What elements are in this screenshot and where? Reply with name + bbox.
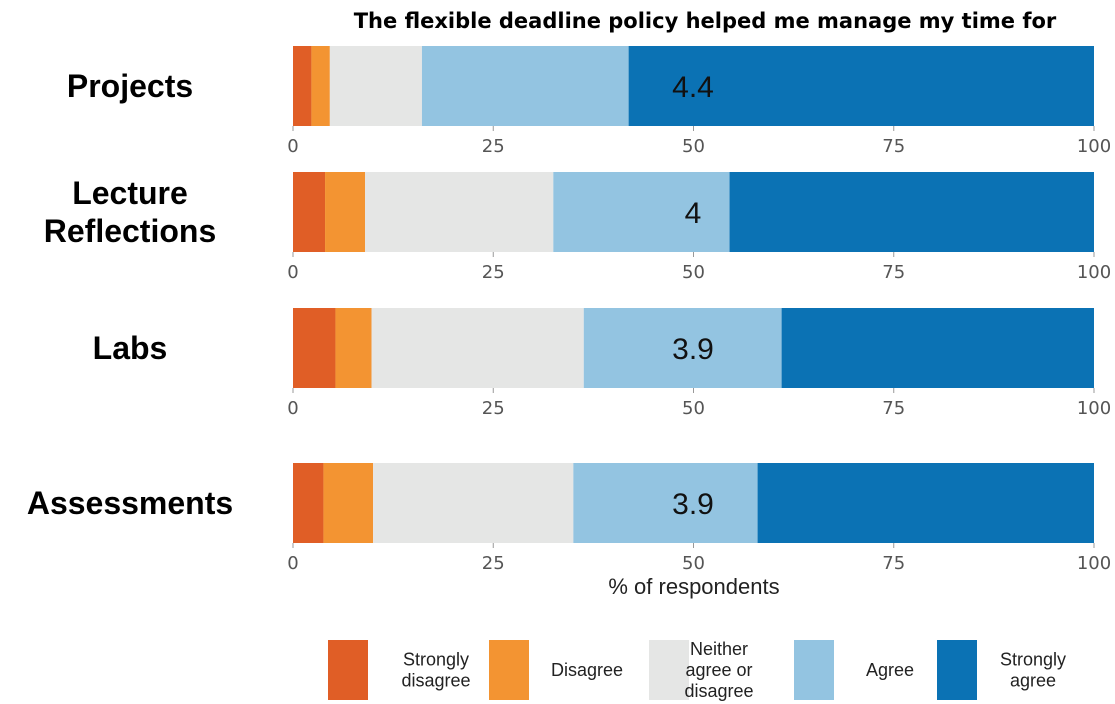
x-tick-label: 50 bbox=[682, 262, 705, 283]
x-tick-label: 75 bbox=[882, 398, 905, 419]
bar-segment bbox=[293, 46, 312, 126]
x-tick-label: 0 bbox=[287, 262, 298, 283]
x-tick-label: 50 bbox=[682, 553, 705, 574]
row-label: Assessments bbox=[27, 485, 233, 521]
chart-panels: Projects 4.4 0 25 50 75 100 Lecture Reflections 4… bbox=[27, 46, 1111, 574]
bar-segment bbox=[421, 46, 629, 126]
legend-label-line: Neither bbox=[690, 639, 748, 659]
bar-segment bbox=[335, 308, 372, 388]
legend-swatch bbox=[328, 640, 368, 700]
legend-item: Neither agree or disagree bbox=[649, 639, 754, 701]
mean-label: 3.9 bbox=[672, 333, 714, 366]
x-tick-label: 0 bbox=[287, 553, 298, 574]
row-label-line: Lecture bbox=[72, 175, 188, 211]
bar-segment bbox=[293, 172, 326, 252]
legend-swatch bbox=[794, 640, 834, 700]
bar-segment bbox=[293, 308, 336, 388]
x-tick-label: 25 bbox=[482, 136, 505, 157]
row-label: Lecture Reflections bbox=[44, 175, 216, 249]
legend-swatch bbox=[489, 640, 529, 700]
legend-label: Neither agree or disagree bbox=[684, 639, 753, 701]
x-tick-label: 25 bbox=[482, 398, 505, 419]
mean-label: 4 bbox=[685, 197, 702, 230]
legend-label-line: Disagree bbox=[551, 660, 623, 680]
row-label: Labs bbox=[93, 330, 168, 366]
row-label-line: Labs bbox=[93, 330, 168, 366]
bar-segment bbox=[781, 308, 1094, 388]
bar-segment bbox=[583, 308, 782, 388]
bar-segment bbox=[573, 463, 758, 543]
x-tick-label: 75 bbox=[882, 136, 905, 157]
legend-label-line: disagree bbox=[684, 681, 753, 701]
x-tick-label: 25 bbox=[482, 553, 505, 574]
legend-label: Agree bbox=[866, 660, 914, 680]
chart-title: The flexible deadline policy helped me m… bbox=[354, 9, 1057, 33]
legend-label-line: agree bbox=[1010, 671, 1056, 691]
legend-item: Strongly disagree bbox=[328, 640, 471, 700]
row-label-line: Reflections bbox=[44, 213, 216, 249]
mean-label: 3.9 bbox=[672, 488, 714, 521]
bar-segment bbox=[371, 308, 584, 388]
legend-label-line: agree or bbox=[685, 660, 752, 680]
row-label-line: Projects bbox=[67, 68, 193, 104]
x-tick-label: 100 bbox=[1077, 398, 1111, 419]
bar-segment bbox=[311, 46, 330, 126]
legend-item: Agree bbox=[794, 640, 914, 700]
panel-0: Projects 4.4 0 25 50 75 100 bbox=[67, 46, 1111, 157]
legend-item: Disagree bbox=[489, 640, 623, 700]
bar-segment bbox=[757, 463, 1094, 543]
bar-segment bbox=[729, 172, 1094, 252]
row-label: Projects bbox=[67, 68, 193, 104]
x-tick-label: 25 bbox=[482, 262, 505, 283]
bar-segment bbox=[553, 172, 730, 252]
bar-segment bbox=[323, 463, 374, 543]
panel-1: Lecture Reflections 4 0 25 50 75 100 bbox=[44, 172, 1111, 283]
bar-segment bbox=[325, 172, 366, 252]
legend-label-line: Strongly bbox=[1000, 650, 1066, 670]
legend-label: Strongly disagree bbox=[401, 650, 470, 691]
bar-segment bbox=[373, 463, 574, 543]
legend-label-line: disagree bbox=[401, 671, 470, 691]
legend-label: Disagree bbox=[551, 660, 623, 680]
x-axis-label: % of respondents bbox=[608, 574, 779, 599]
panel-3: Assessments 3.9 0 25 50 75 100 bbox=[27, 463, 1111, 574]
x-tick-label: 0 bbox=[287, 136, 298, 157]
x-tick-label: 75 bbox=[882, 553, 905, 574]
bar-segment bbox=[329, 46, 422, 126]
x-tick-label: 100 bbox=[1077, 553, 1111, 574]
x-tick-label: 50 bbox=[682, 136, 705, 157]
bar-segment bbox=[628, 46, 1094, 126]
legend-swatch bbox=[649, 640, 689, 700]
x-tick-label: 100 bbox=[1077, 262, 1111, 283]
legend-swatch bbox=[937, 640, 977, 700]
legend-label-line: Agree bbox=[866, 660, 914, 680]
x-tick-label: 75 bbox=[882, 262, 905, 283]
mean-label: 4.4 bbox=[672, 71, 714, 104]
x-tick-label: 0 bbox=[287, 398, 298, 419]
panel-2: Labs 3.9 0 25 50 75 100 bbox=[93, 308, 1111, 419]
legend-label-line: Strongly bbox=[403, 650, 469, 670]
bar-segment bbox=[365, 172, 554, 252]
row-label-line: Assessments bbox=[27, 485, 233, 521]
legend-item: Strongly agree bbox=[937, 640, 1066, 700]
bar-segment bbox=[293, 463, 324, 543]
legend-label: Strongly agree bbox=[1000, 650, 1066, 691]
x-tick-label: 50 bbox=[682, 398, 705, 419]
x-tick-label: 100 bbox=[1077, 136, 1111, 157]
